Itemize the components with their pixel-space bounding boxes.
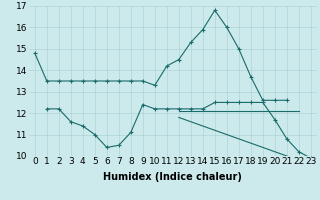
X-axis label: Humidex (Indice chaleur): Humidex (Indice chaleur) — [103, 172, 242, 182]
